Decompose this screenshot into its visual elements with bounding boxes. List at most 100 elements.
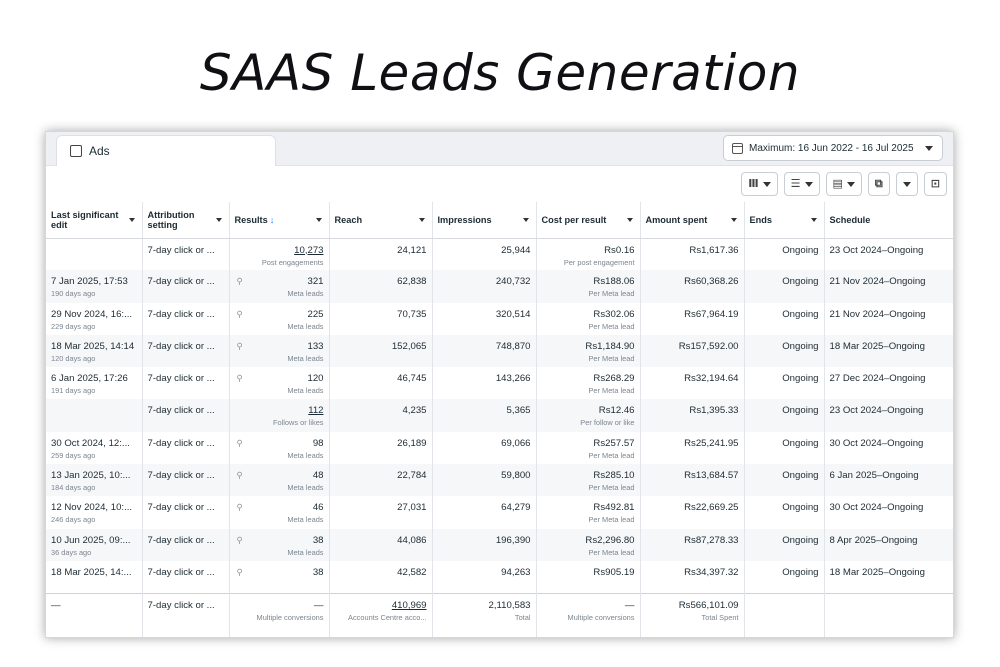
person-icon: ⚲ — [236, 340, 243, 351]
table-row[interactable]: 12 Nov 2024, 10:... 246 days ago 7-day cli… — [46, 496, 953, 529]
cell-attribution: 7-day click or ... — [142, 238, 230, 271]
results-type: Follows or likes — [272, 418, 324, 428]
last-edit-ago: 229 days ago — [51, 321, 96, 331]
table-row[interactable]: 30 Oct 2024, 12:... 259 days ago 7-day cli… — [46, 431, 953, 465]
cell-ends: Ongoing — [744, 431, 825, 465]
cell-reach: 4,235 — [329, 399, 433, 432]
totals-amount-spent: Rs566,101.09 Total Spent — [640, 592, 745, 637]
cell-amount-spent: Rs157,592.00 — [640, 334, 745, 368]
results-value: 98 — [312, 437, 324, 449]
cell-impressions: 25,944 — [432, 238, 537, 271]
cell-cost-per-result: Rs302.06 Per Meta lead — [536, 302, 641, 335]
cost-per-result-value: Rs2,296.80 — [585, 534, 635, 546]
column-header-cost-per-result[interactable]: Cost per result — [536, 202, 641, 239]
table-row[interactable]: 18 Mar 2025, 14:... 7-day click or ... ⚲ 38… — [46, 560, 953, 594]
date-range-label: Maximum: 16 Jun 2022 - 16 Jul 2025 — [749, 142, 914, 154]
last-edit-date: 7 Jan 2025, 17:53 — [51, 276, 128, 288]
schedule-value: 18 Mar 2025–Ongoing — [829, 340, 925, 352]
cell-attribution: 7-day click or ... — [142, 334, 230, 368]
cell-attribution: 7-day click or ... — [142, 399, 230, 432]
table-row[interactable]: 7-day click or ... 10,273 Post engagements… — [46, 238, 953, 271]
table-row[interactable]: 7 Jan 2025, 17:53 190 days ago 7-day click… — [46, 270, 953, 303]
column-header-results[interactable]: Results ↓ — [229, 202, 330, 239]
impressions-value: 5,365 — [506, 405, 531, 417]
schedule-value: 30 Oct 2024–Ongoing — [829, 437, 924, 449]
expand-button[interactable]: ⊡ — [923, 172, 947, 196]
table-row[interactable]: 18 Mar 2025, 14:14 120 days ago 7-day clic… — [46, 334, 953, 368]
table-row[interactable]: 7-day click or ... 112 Follows or likes 4,2… — [46, 399, 953, 432]
attribution-setting: 7-day click or ... — [147, 340, 215, 352]
ends-value: Ongoing — [782, 373, 819, 385]
table-row[interactable]: 13 Jan 2025, 10:... 184 days ago 7-day cli… — [46, 464, 953, 497]
results-value[interactable]: 112 — [308, 405, 324, 417]
column-header-attribution-setting[interactable]: Attribution setting — [142, 202, 230, 239]
reports-button[interactable]: ▤ — [825, 172, 862, 196]
column-header-reach[interactable]: Reach — [329, 202, 433, 239]
cell-cost-per-result: Rs0.16 Per post engagement — [536, 238, 641, 271]
table-row[interactable]: 10 Jun 2025, 09:... 36 days ago 7-day clic… — [46, 528, 953, 561]
cell-schedule: 6 Jan 2025–Ongoing — [824, 464, 953, 497]
chevron-down-icon — [730, 218, 737, 222]
page-title: SAAS Leads Generation — [199, 44, 801, 102]
cell-reach: 62,838 — [329, 270, 433, 303]
impressions-value: 69,066 — [501, 437, 531, 449]
cell-amount-spent: Rs13,684.57 — [640, 464, 745, 497]
export-button[interactable]: ⧉ — [867, 172, 890, 196]
results-value: 133 — [307, 340, 324, 352]
impressions-value: 748,870 — [495, 340, 531, 352]
impressions-value: 143,266 — [495, 373, 531, 385]
chevron-down-icon — [418, 218, 425, 222]
cell-attribution: 7-day click or ... — [142, 464, 230, 497]
cell-cost-per-result: Rs12.46 Per follow or like — [536, 399, 641, 432]
cell-schedule: 23 Oct 2024–Ongoing — [824, 238, 953, 271]
results-value[interactable]: 10,273 — [294, 244, 324, 256]
ends-value: Ongoing — [782, 437, 819, 449]
more-dropdown-button[interactable] — [895, 172, 918, 196]
sort-down-icon: ↓ — [269, 214, 275, 225]
columns-button[interactable]: Ⅲ — [741, 172, 778, 196]
cell-last-edit: 29 Nov 2024, 16:... 229 days ago — [46, 302, 143, 335]
date-range-picker[interactable]: Maximum: 16 Jun 2022 - 16 Jul 2025 — [723, 135, 943, 161]
cell-amount-spent: Rs32,194.64 — [640, 367, 745, 400]
column-header-schedule[interactable]: Schedule — [824, 202, 953, 239]
person-icon: ⚲ — [236, 502, 243, 513]
breakdown-icon: ☰ — [790, 177, 801, 190]
table-row[interactable]: 29 Nov 2024, 16:... 229 days ago 7-day cli… — [46, 302, 953, 335]
results-value-wrap: ⚲ 46 — [235, 502, 324, 513]
last-edit-date: 30 Oct 2024, 12:... — [51, 437, 130, 449]
cell-amount-spent: Rs67,964.19 — [640, 302, 745, 335]
tab-ads[interactable]: Ads — [56, 135, 276, 166]
cell-ends: Ongoing — [744, 399, 825, 432]
schedule-value: 18 Mar 2025–Ongoing — [829, 566, 925, 578]
chevron-down-icon — [626, 218, 633, 222]
cell-reach: 27,031 — [329, 496, 433, 529]
impressions-value: 196,390 — [495, 534, 531, 546]
chevron-down-icon — [810, 218, 817, 222]
column-header-amount-spent[interactable]: Amount spent — [640, 202, 745, 239]
cost-per-result-value: Rs268.29 — [593, 373, 635, 385]
column-header-ends[interactable]: Ends — [744, 202, 825, 239]
cell-amount-spent: Rs1,395.33 — [640, 399, 745, 432]
results-value: 48 — [312, 470, 324, 482]
table-row[interactable]: 6 Jan 2025, 17:26 191 days ago 7-day click… — [46, 367, 953, 400]
results-type: Meta leads — [287, 547, 324, 557]
totals-cost-per-result: — Multiple conversions — [536, 592, 641, 637]
totals-results: — Multiple conversions — [229, 592, 330, 637]
reach-value: 62,838 — [397, 276, 427, 288]
column-header-impressions[interactable]: Impressions — [432, 202, 537, 239]
last-edit-date: 12 Nov 2024, 10:... — [51, 502, 133, 514]
calendar-icon — [732, 142, 743, 154]
cost-per-result-unit: Per Meta lead — [588, 515, 635, 525]
cell-schedule: 21 Nov 2024–Ongoing — [824, 302, 953, 335]
results-value-wrap: ⚲ 133 — [235, 341, 324, 352]
column-header-last-significant-edit[interactable]: Last significant edit — [46, 202, 143, 239]
last-edit-ago: 246 days ago — [51, 515, 96, 525]
cost-per-result-value: Rs257.57 — [593, 437, 635, 449]
reach-value: 44,086 — [397, 534, 427, 546]
cost-per-result-value: Rs302.06 — [593, 308, 635, 320]
amount-spent-value: Rs87,278.33 — [684, 534, 739, 546]
ends-value: Ongoing — [782, 340, 819, 352]
breakdown-button[interactable]: ☰ — [783, 172, 820, 196]
schedule-value: 30 Oct 2024–Ongoing — [829, 502, 924, 514]
cell-results: ⚲ 120 Meta leads — [229, 367, 330, 400]
